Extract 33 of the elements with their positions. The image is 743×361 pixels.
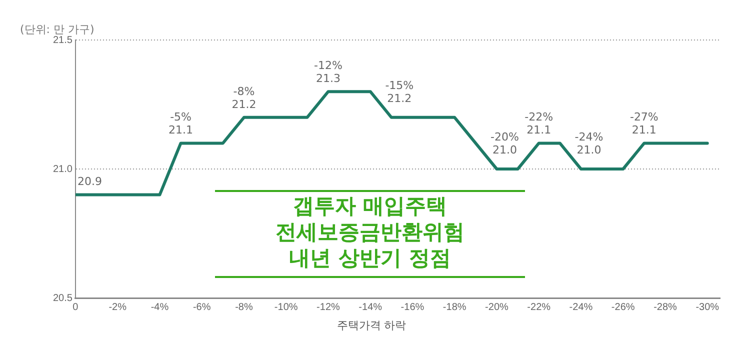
x-tick-label: -26% xyxy=(611,302,635,313)
x-tick-label: -6% xyxy=(192,302,211,313)
y-tick-label: 21.5 xyxy=(52,34,73,46)
data-label: 20.9 xyxy=(77,175,102,188)
data-label: -24% 21.0 xyxy=(574,130,604,156)
data-label: -20% 21.0 xyxy=(490,130,519,156)
x-tick-label: -4% xyxy=(150,302,169,313)
y-tick-label: 20.5 xyxy=(52,292,73,304)
y-tick-label: 21.0 xyxy=(52,164,73,175)
annotation: 갭투자 매입주택 xyxy=(292,193,448,219)
x-tick-label: -28% xyxy=(654,302,678,313)
data-label: -22% 21.1 xyxy=(524,110,554,137)
annotation: 전세보증금반환위험 xyxy=(274,219,466,245)
data-label: -5% 21.1 xyxy=(168,110,194,137)
annotation: 내년 상반기 정점 xyxy=(288,245,452,271)
x-tick-label: -14% xyxy=(358,302,382,313)
x-tick-label: -2% xyxy=(108,302,127,313)
x-tick-label: -16% xyxy=(400,302,424,313)
x-tick-label: -12% xyxy=(316,302,340,313)
x-tick-label: -20% xyxy=(485,302,508,313)
data-label: -12% 21.3 xyxy=(314,58,342,85)
x-tick-label: -24% xyxy=(569,302,593,313)
data-label: -27% 21.1 xyxy=(630,110,658,137)
x-tick-label: -30% xyxy=(696,302,720,313)
data-label: -15% 21.2 xyxy=(385,78,414,105)
x-axis-title: 주택가격 하락 xyxy=(336,318,408,333)
y-axis-title: (단위: 만 가구) xyxy=(20,22,94,36)
x-tick-label: -10% xyxy=(274,302,298,313)
data-label: -8% 21.2 xyxy=(232,84,256,111)
x-tick-label: -22% xyxy=(527,302,551,313)
x-tick-label: -8% xyxy=(235,302,253,313)
x-tick-label: 0 xyxy=(72,302,79,313)
x-tick-label: -18% xyxy=(442,302,466,313)
